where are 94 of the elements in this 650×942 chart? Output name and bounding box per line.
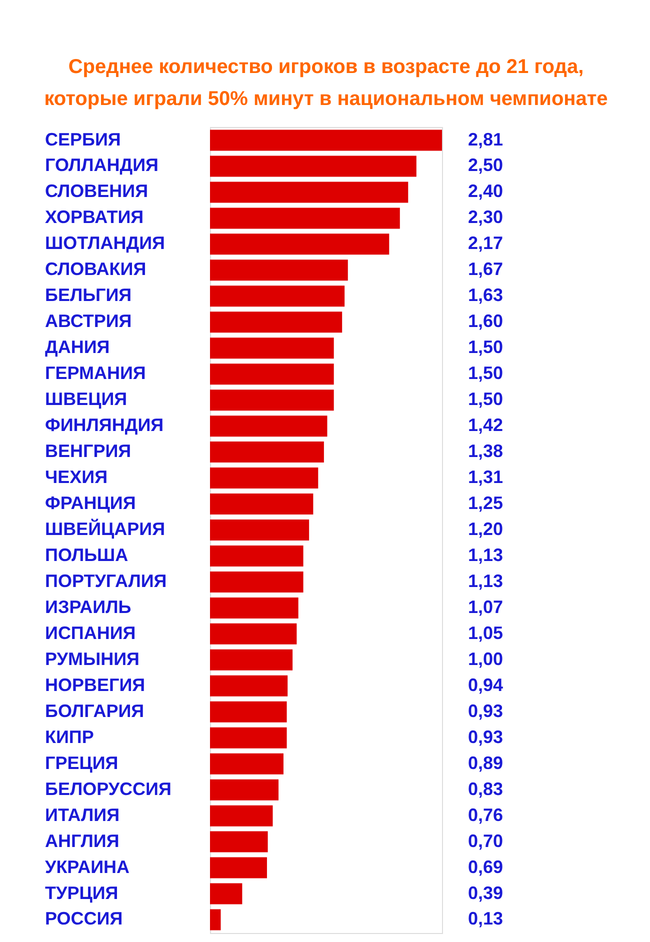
y-tick-label: ИЗРАИЛЬ [45, 596, 132, 617]
y-tick-label: ВЕНГРИЯ [45, 441, 132, 462]
bar [210, 883, 242, 904]
bar [210, 779, 279, 800]
data-label: 1,20 [468, 519, 504, 539]
data-label: 1,00 [468, 648, 504, 669]
bar [210, 130, 442, 151]
bar [210, 909, 221, 930]
data-label: 1,60 [468, 311, 504, 332]
y-tick-label: ШВЕЙЦАРИЯ [45, 518, 166, 539]
y-tick-label: ШОТЛАНДИЯ [45, 233, 165, 254]
y-tick-label: ЧЕХИЯ [45, 467, 108, 488]
y-tick-label: УКРАИНА [45, 856, 130, 877]
bar [210, 753, 284, 774]
y-tick-label: АНГЛИЯ [45, 830, 120, 851]
y-tick-label: ФРАНЦИЯ [45, 493, 136, 514]
y-tick-label: ДАНИЯ [45, 337, 110, 358]
bar [210, 338, 334, 359]
data-label: 2,81 [468, 129, 504, 150]
bar [210, 312, 342, 333]
bar [210, 597, 298, 618]
y-tick-label: ГРЕЦИЯ [45, 752, 118, 773]
y-tick-label: ГОЛЛАНДИЯ [45, 155, 158, 176]
bar [210, 520, 310, 540]
data-label: 1,50 [468, 363, 504, 384]
y-tick-label: СЛОВАКИЯ [45, 259, 146, 280]
bar [210, 857, 267, 878]
y-tick-label: НОРВЕГИЯ [45, 674, 146, 695]
data-label: 0,39 [468, 882, 504, 903]
data-label: 0,76 [468, 804, 504, 825]
bar [210, 416, 328, 437]
data-label: 2,40 [468, 181, 504, 202]
data-label: 1,31 [468, 467, 504, 488]
data-label: 0,13 [468, 908, 504, 929]
data-label: 2,17 [468, 233, 504, 254]
data-label: 1,25 [468, 493, 504, 514]
data-label: 0,70 [468, 830, 504, 851]
data-label: 1,13 [468, 570, 504, 591]
y-tick-label: БЕЛЬГИЯ [45, 285, 132, 306]
y-tick-label: КИПР [45, 726, 94, 747]
data-label: 0,83 [468, 778, 504, 799]
bar [210, 442, 324, 463]
y-tick-label: ГЕРМАНИЯ [45, 363, 146, 384]
y-tick-label: РУМЫНИЯ [45, 648, 140, 669]
data-label: 0,69 [468, 856, 504, 877]
data-label: 1,50 [468, 337, 504, 358]
y-tick-label: ТУРЦИЯ [45, 882, 118, 903]
bar [210, 208, 400, 229]
data-label: 1,13 [468, 544, 504, 565]
bar [210, 701, 287, 722]
data-label: 1,42 [468, 415, 504, 436]
bar [210, 649, 293, 670]
data-label: 0,93 [468, 700, 504, 721]
y-tick-label: ШВЕЦИЯ [45, 389, 128, 410]
y-tick-label: БЕЛОРУССИЯ [45, 778, 172, 799]
data-label: 1,38 [468, 441, 504, 462]
bar [210, 494, 314, 515]
bar [210, 390, 334, 411]
bar [210, 182, 408, 203]
data-label: 0,89 [468, 752, 504, 773]
y-tick-label: РОССИЯ [45, 908, 123, 929]
data-label: 0,93 [468, 726, 504, 747]
chart-title: Среднее количество игроков в возрасте до 21 года, которые играли 50% минут в национальном чемпионате [44, 56, 608, 110]
bar [210, 286, 345, 307]
bar [210, 545, 304, 566]
y-tick-label: ИСПАНИЯ [45, 622, 136, 643]
bar [210, 364, 334, 385]
y-tick-label: ИТАЛИЯ [45, 804, 120, 825]
y-tick-label: БОЛГАРИЯ [45, 700, 144, 721]
bar [210, 260, 348, 281]
y-tick-label: СЛОВЕНИЯ [45, 181, 148, 202]
bar [210, 468, 318, 489]
data-label: 1,63 [468, 285, 504, 306]
data-label: 1,67 [468, 259, 504, 280]
bar [210, 805, 273, 826]
bar [210, 156, 416, 177]
data-label: 2,30 [468, 207, 504, 228]
bar [210, 831, 268, 852]
y-tick-label: ПОРТУГАЛИЯ [45, 570, 167, 591]
data-label: 2,50 [468, 155, 504, 176]
data-label: 1,50 [468, 389, 504, 410]
data-label: 0,94 [468, 674, 504, 695]
bar [210, 623, 297, 644]
y-tick-label: ПОЛЬША [45, 544, 128, 565]
y-tick-label: ХОРВАТИЯ [45, 207, 144, 228]
data-label: 1,07 [468, 596, 504, 617]
y-tick-label: АВСТРИЯ [45, 311, 132, 332]
y-tick-label: СЕРБИЯ [45, 129, 121, 150]
bar [210, 571, 304, 592]
data-label: 1,05 [468, 622, 504, 643]
bar [210, 675, 288, 696]
y-tick-label: ФИНЛЯНДИЯ [45, 415, 164, 436]
bar [210, 727, 287, 748]
bar [210, 234, 390, 255]
